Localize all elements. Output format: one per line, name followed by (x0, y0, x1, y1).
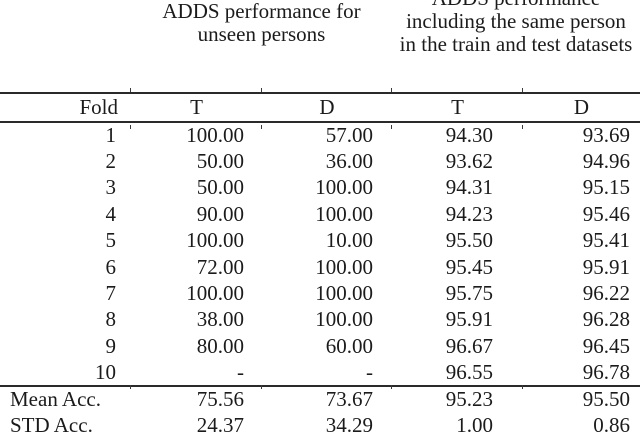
column-header-d1: D (319, 95, 335, 119)
column-header-row: Fold T D T D (0, 93, 640, 122)
table-cell: 94.31 (445, 175, 493, 200)
table-cell: 95.15 (582, 175, 630, 200)
table-cell: 95.75 (445, 281, 493, 306)
table-cell: 50.00 (196, 149, 244, 174)
table-cell: 95.41 (582, 228, 630, 253)
table-cell: 96.22 (582, 281, 630, 306)
table-row: 1 100.00 57.00 94.30 93.69 (0, 122, 640, 148)
table-cell: 60.00 (325, 333, 373, 358)
table-cell: 100.00 (315, 307, 373, 332)
table-cell: 100.00 (315, 254, 373, 279)
table-cell: 95.91 (445, 307, 493, 332)
column-tick (391, 88, 392, 92)
fold-cell: 6 (105, 254, 117, 279)
table-cell: 95.46 (582, 201, 630, 226)
group-header-same-person: ADDS performance including the same pers… (392, 0, 640, 56)
table-cell: 72.00 (196, 254, 244, 279)
table-row: 9 80.00 60.00 96.67 96.45 (0, 333, 640, 359)
group-header-line: unseen persons (197, 22, 326, 46)
results-table: Fold T D T D 1 100.00 57.00 94.30 93.69 … (0, 92, 640, 439)
table-cell: 100.00 (315, 201, 373, 226)
column-tick (522, 125, 523, 129)
table-cell: 94.30 (445, 123, 493, 148)
table-cell: 96.67 (445, 333, 493, 358)
column-tick (391, 125, 392, 129)
column-header-d2: D (573, 95, 590, 119)
mean-accuracy-row: Mean Acc. 75.56 73.67 95.23 95.50 (0, 386, 640, 413)
table-row: 5 100.00 10.00 95.50 95.41 (0, 228, 640, 254)
table-cell: 0.86 (593, 413, 630, 438)
table-cell: - (366, 359, 373, 384)
column-tick (522, 385, 523, 389)
column-tick (261, 385, 262, 389)
table-cell: 96.28 (582, 307, 630, 332)
table-cell: 24.37 (196, 413, 244, 438)
table-cell: 94.96 (582, 149, 630, 174)
group-header-line: including the same person (406, 9, 626, 33)
table-cell: 90.00 (196, 201, 244, 226)
table-cell: 57.00 (325, 123, 373, 148)
fold-cell: 10 (95, 359, 116, 384)
column-header-t2: T (451, 95, 464, 119)
table-cell: 95.50 (445, 228, 493, 253)
table-cell: 100.00 (315, 175, 373, 200)
table-cell: 96.78 (582, 359, 630, 384)
column-tick (391, 385, 392, 389)
table-cell: 95.91 (582, 254, 630, 279)
table-row: 6 72.00 100.00 95.45 95.91 (0, 254, 640, 280)
table-cell: 95.45 (445, 254, 493, 279)
fold-cell: 1 (105, 123, 117, 148)
column-tick (130, 385, 131, 389)
table-cell: 95.23 (445, 387, 493, 412)
table-cell: 96.45 (582, 333, 630, 358)
table-cell: 100.00 (315, 281, 373, 306)
table-cell: 10.00 (325, 228, 373, 253)
group-header-line: ADDS performance (392, 0, 640, 10)
std-accuracy-row: STD Acc. 24.37 34.29 1.00 0.86 (0, 412, 640, 439)
table-cell: 93.69 (582, 123, 630, 148)
column-tick (130, 88, 131, 92)
group-header-line: in the train and test datasets (399, 32, 633, 56)
group-header-unseen-persons: ADDS performance for unseen persons (131, 0, 392, 46)
table-cell: 96.55 (445, 359, 493, 384)
column-tick (261, 125, 262, 129)
fold-cell: 5 (105, 228, 117, 253)
table-cell: 75.56 (196, 387, 244, 412)
column-header-fold: Fold (79, 95, 118, 119)
table-row: 7 100.00 100.00 95.75 96.22 (0, 280, 640, 306)
row-label: Mean Acc. (10, 387, 101, 412)
fold-cell: 8 (105, 307, 117, 332)
table-cell: 50.00 (196, 175, 244, 200)
table-cell: 95.50 (582, 387, 630, 412)
table-cell: 100.00 (186, 281, 244, 306)
fold-cell: 4 (105, 201, 117, 226)
column-tick (261, 88, 262, 92)
table-row: 2 50.00 36.00 93.62 94.96 (0, 148, 640, 174)
fold-cell: 2 (105, 149, 117, 174)
table-row: 3 50.00 100.00 94.31 95.15 (0, 175, 640, 201)
column-header-t1: T (190, 95, 203, 119)
fold-cell: 3 (105, 175, 117, 200)
table-cell: 80.00 (196, 333, 244, 358)
table-row: 8 38.00 100.00 95.91 96.28 (0, 307, 640, 333)
column-tick (130, 125, 131, 129)
table-cell: 1.00 (456, 413, 493, 438)
table-cell: 94.23 (445, 201, 493, 226)
table-cell: 93.62 (445, 149, 493, 174)
table-cell: 100.00 (186, 123, 244, 148)
table-row: 4 90.00 100.00 94.23 95.46 (0, 201, 640, 227)
row-label: STD Acc. (10, 413, 93, 438)
table-cell: 100.00 (186, 228, 244, 253)
table-cell: 73.67 (325, 387, 373, 412)
fold-cell: 7 (105, 281, 117, 306)
table-cell: 36.00 (325, 149, 373, 174)
column-tick (522, 88, 523, 92)
fold-cell: 9 (105, 333, 117, 358)
group-header-line: ADDS performance for (162, 0, 361, 23)
table-cell: - (237, 359, 244, 384)
table-row: 10 - - 96.55 96.78 (0, 360, 640, 386)
table-cell: 34.29 (325, 413, 373, 438)
table-cell: 38.00 (196, 307, 244, 332)
